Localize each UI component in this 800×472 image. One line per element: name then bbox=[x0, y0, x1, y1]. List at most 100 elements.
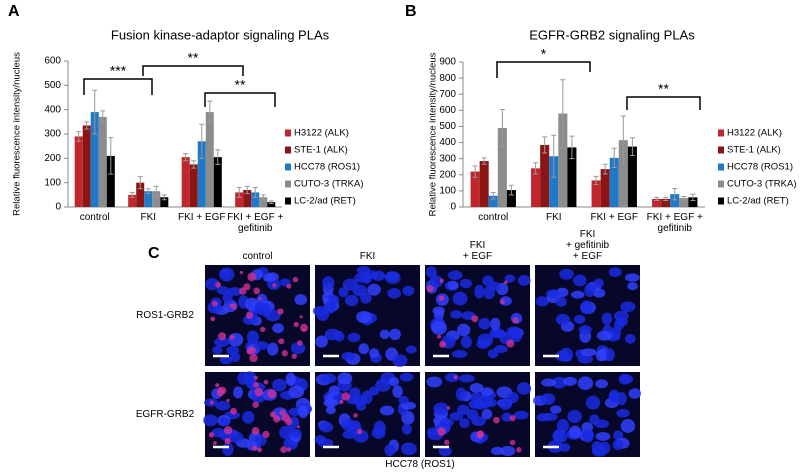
nucleus bbox=[559, 443, 571, 452]
pla-signal bbox=[302, 327, 307, 332]
pla-signal bbox=[516, 447, 522, 453]
nucleus bbox=[323, 398, 338, 408]
bar bbox=[600, 169, 610, 207]
bar bbox=[259, 197, 268, 207]
pla-signal bbox=[245, 311, 254, 319]
x-tick-label: FKI + EGF + gefitinib bbox=[227, 212, 284, 234]
bar bbox=[567, 147, 577, 207]
nucleus bbox=[288, 407, 301, 417]
pla-signal bbox=[226, 398, 230, 403]
bar bbox=[506, 190, 516, 207]
nucleus bbox=[288, 385, 305, 399]
y-tick-label: 900 bbox=[439, 57, 456, 68]
row-label: ROS1-GRB2 bbox=[136, 309, 194, 321]
row-label: EGFR-GRB2 bbox=[135, 408, 195, 420]
nucleus bbox=[608, 267, 622, 278]
legend-swatch bbox=[718, 197, 724, 205]
error-bar bbox=[145, 188, 151, 195]
nucleus bbox=[220, 269, 232, 278]
legend-label: STE-1 (ALK) bbox=[294, 145, 348, 156]
nucleus bbox=[228, 431, 244, 444]
error-bar bbox=[533, 162, 539, 175]
nucleus bbox=[353, 429, 369, 443]
nucleus bbox=[316, 309, 330, 321]
pla-signal bbox=[209, 400, 214, 405]
y-tick-label: 300 bbox=[44, 129, 61, 140]
error-bar bbox=[183, 152, 189, 162]
pla-signal bbox=[281, 413, 291, 423]
bar bbox=[497, 128, 507, 207]
y-tick-label: 600 bbox=[439, 105, 456, 116]
nucleus bbox=[618, 373, 631, 385]
legend-swatch bbox=[718, 146, 724, 154]
pla-signal bbox=[262, 430, 270, 439]
bar bbox=[670, 194, 680, 207]
nucleus bbox=[460, 335, 472, 349]
y-tick-label: 0 bbox=[450, 202, 456, 213]
legend-label: LC-2/ad (RET) bbox=[294, 196, 356, 207]
nucleus bbox=[601, 312, 613, 326]
pla-signal bbox=[297, 425, 301, 429]
nucleus bbox=[555, 296, 567, 307]
nucleus bbox=[438, 445, 452, 457]
bar bbox=[470, 171, 480, 207]
nucleus bbox=[459, 278, 473, 289]
nucleus bbox=[318, 421, 334, 433]
y-tick-label: 400 bbox=[439, 137, 456, 148]
y-tick-label: 200 bbox=[439, 169, 456, 180]
nucleus bbox=[592, 288, 606, 298]
error-bar bbox=[76, 131, 82, 142]
column-label: FKI + gefitinib + EGF bbox=[565, 229, 610, 262]
nucleus bbox=[315, 335, 328, 348]
nucleus bbox=[253, 341, 269, 351]
bar bbox=[152, 191, 161, 207]
nucleus bbox=[352, 284, 368, 297]
micrograph bbox=[535, 265, 640, 366]
pla-signal bbox=[257, 447, 263, 453]
pla-signal bbox=[278, 338, 285, 345]
nucleus bbox=[591, 446, 607, 457]
nucleus bbox=[233, 386, 244, 399]
nucleus bbox=[361, 273, 372, 284]
nucleus bbox=[456, 323, 471, 337]
nucleus bbox=[243, 371, 257, 385]
bar bbox=[98, 116, 107, 207]
nucleus bbox=[227, 287, 243, 296]
bar bbox=[197, 141, 206, 207]
pla-signal bbox=[509, 439, 516, 446]
y-tick-label: 500 bbox=[439, 121, 456, 132]
pla-signal bbox=[252, 445, 257, 451]
bar bbox=[558, 113, 568, 207]
nucleus bbox=[242, 315, 257, 325]
nucleus bbox=[387, 287, 402, 299]
pla-signal bbox=[437, 334, 442, 339]
nucleus bbox=[426, 376, 443, 388]
nucleus bbox=[214, 337, 230, 347]
pla-signal bbox=[426, 285, 434, 292]
significance-label: ** bbox=[235, 77, 246, 93]
pla-signal bbox=[437, 427, 446, 436]
nucleus bbox=[540, 393, 556, 405]
nucleus bbox=[447, 270, 463, 281]
significance-bracket bbox=[142, 65, 244, 76]
legend-label: LC-2/ad (RET) bbox=[727, 196, 789, 207]
error-bar bbox=[84, 121, 90, 130]
error-bar bbox=[499, 109, 505, 148]
pla-signal bbox=[509, 415, 516, 422]
significance-label: *** bbox=[110, 63, 127, 79]
nucleus bbox=[485, 398, 497, 408]
y-tick-label: 600 bbox=[44, 56, 61, 67]
bar bbox=[213, 157, 222, 207]
nucleus bbox=[320, 373, 337, 384]
nucleus bbox=[580, 300, 593, 315]
error-bar bbox=[199, 123, 205, 159]
nucleus bbox=[433, 402, 449, 415]
legend-swatch bbox=[285, 180, 291, 188]
nucleus bbox=[337, 372, 353, 385]
pla-signal bbox=[299, 315, 303, 319]
bar bbox=[106, 155, 115, 207]
nucleus bbox=[459, 418, 470, 429]
column-label: FKI bbox=[359, 251, 376, 262]
nucleus bbox=[595, 349, 607, 362]
nucleus bbox=[578, 325, 592, 335]
